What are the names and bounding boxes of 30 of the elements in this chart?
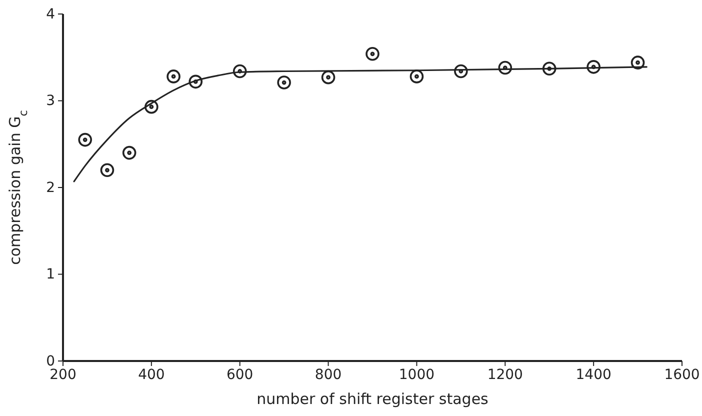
point — [100, 163, 114, 178]
point — [630, 56, 645, 70]
point — [542, 62, 556, 76]
point — [122, 146, 136, 160]
point — [232, 64, 247, 78]
point — [321, 70, 336, 84]
x-tick-label: 1400 — [576, 366, 612, 383]
point — [188, 74, 203, 89]
y-tick-label: 1 — [46, 266, 55, 283]
point — [586, 60, 600, 74]
y-tick-label: 4 — [46, 6, 56, 22]
point — [144, 100, 158, 114]
x-tick-label: 200 — [50, 366, 76, 383]
x-tick-label: 1000 — [398, 366, 435, 383]
y-tick-label: 0 — [46, 353, 55, 370]
x-tick-label: 400 — [138, 366, 165, 383]
x-tick-label: 1600 — [664, 366, 700, 383]
x-axis-title: number of shift register stages — [256, 390, 489, 408]
x-tick-label: 600 — [226, 366, 254, 383]
x-tick-label: 1200 — [487, 366, 523, 383]
point — [410, 70, 424, 84]
point — [166, 70, 180, 84]
point — [498, 60, 512, 75]
point — [78, 132, 92, 147]
y-tick-label: 2 — [46, 180, 55, 196]
point — [454, 64, 468, 78]
point — [366, 47, 380, 61]
point — [277, 76, 291, 90]
x-tick-label: 800 — [314, 366, 342, 383]
y-tick-label: 3 — [46, 93, 55, 110]
